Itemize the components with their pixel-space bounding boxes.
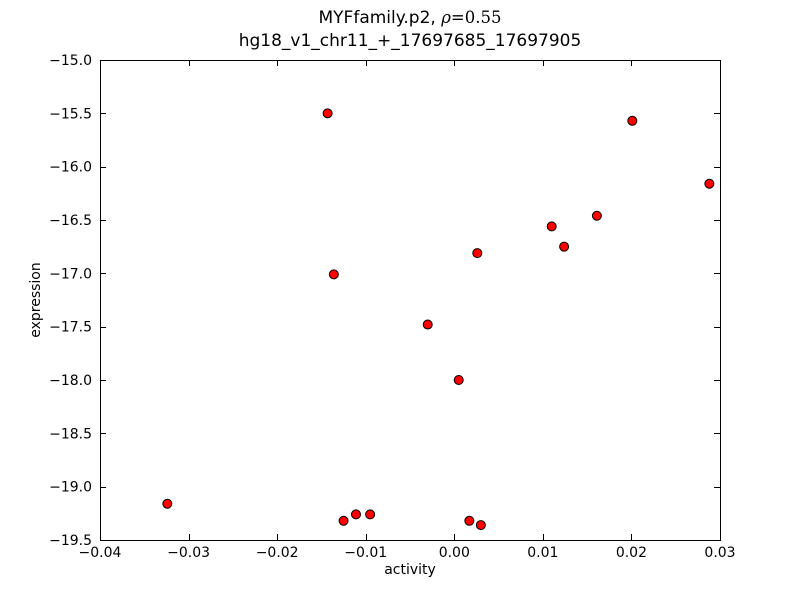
y-tick-label: −17.0	[49, 266, 92, 282]
axes-frame	[100, 60, 721, 541]
chart-title: MYFfamily.p2, ρ=0.55	[100, 8, 720, 28]
y-tick-label: −15.0	[49, 53, 92, 69]
x-tick-label: −0.02	[256, 545, 299, 561]
data-point	[464, 515, 475, 526]
x-tick-label: 0.03	[704, 545, 735, 561]
y-tick-label: −17.5	[49, 320, 92, 336]
data-point	[453, 375, 464, 385]
y-axis-label: expression	[28, 262, 44, 338]
y-tick-label: −15.5	[49, 106, 92, 122]
data-point	[559, 241, 570, 252]
data-point	[162, 498, 173, 509]
data-point	[475, 520, 486, 531]
data-point	[322, 108, 333, 119]
data-point	[350, 509, 361, 520]
rho-value: =0.55	[450, 8, 502, 27]
data-point	[472, 248, 483, 259]
chart-title-text: MYFfamily.p2,	[318, 8, 442, 28]
data-point	[338, 515, 349, 526]
data-point	[704, 178, 715, 189]
y-tick-label: −18.5	[49, 426, 92, 442]
x-axis-label: activity	[384, 562, 436, 578]
data-point	[422, 319, 433, 330]
x-tick-label: 0.00	[439, 545, 470, 561]
y-tick-label: −19.0	[49, 480, 92, 496]
y-tick-label: −18.0	[49, 373, 92, 389]
x-tick-label: 0.02	[616, 545, 647, 561]
chart-title-math: ρ=0.55	[441, 8, 501, 27]
x-tick-label: −0.01	[344, 545, 387, 561]
y-tick-label: −19.5	[49, 533, 92, 549]
y-tick-label: −16.0	[49, 160, 92, 176]
data-point	[365, 509, 376, 520]
x-tick-label: 0.01	[527, 545, 558, 561]
x-tick-label: −0.04	[79, 545, 122, 561]
data-point	[328, 269, 339, 280]
data-point	[591, 210, 602, 221]
data-point	[546, 221, 557, 232]
rho-symbol: ρ	[441, 8, 451, 27]
chart-subtitle: hg18_v1_chr11_+_17697685_17697905	[238, 31, 582, 51]
data-point	[627, 115, 638, 126]
y-tick-label: −16.5	[49, 213, 92, 229]
x-tick-label: −0.03	[167, 545, 210, 561]
